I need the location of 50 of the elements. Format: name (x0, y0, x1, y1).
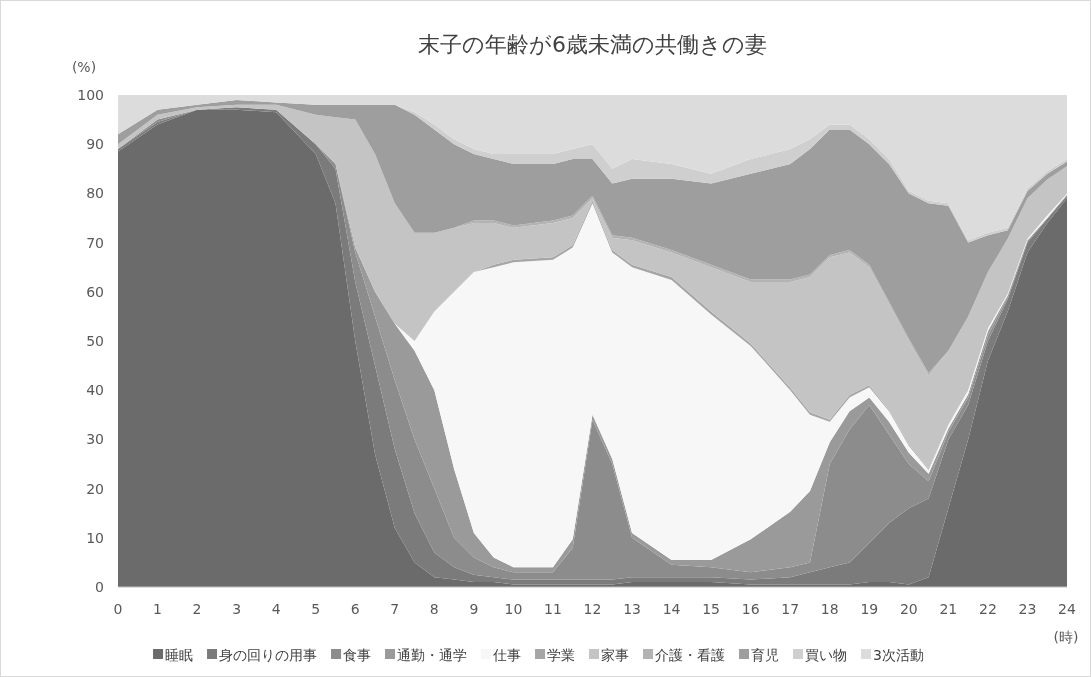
x-tick-label: 5 (311, 601, 321, 617)
x-tick-label: 0 (113, 601, 123, 617)
legend-label: 仕事 (492, 647, 522, 663)
x-tick-label: 7 (390, 601, 400, 617)
x-tick-label: 21 (939, 601, 958, 617)
x-tick-label: 2 (192, 601, 202, 617)
x-tick-label: 23 (1018, 601, 1037, 617)
x-tick-label: 4 (271, 601, 281, 617)
x-tick-label: 18 (820, 601, 839, 617)
legend-label: 睡眠 (165, 647, 194, 663)
legend-label: 通勤・通学 (397, 647, 468, 663)
x-tick-label: 16 (741, 601, 760, 617)
y-tick-label: 50 (86, 333, 104, 349)
x-tick-label: 12 (583, 601, 602, 617)
x-tick-label: 8 (429, 601, 439, 617)
x-tick-label: 13 (623, 601, 641, 617)
x-tick-label: 9 (469, 601, 479, 617)
y-axis-title: (%) (71, 59, 97, 75)
x-tick-label: 10 (504, 601, 523, 617)
x-tick-label: 15 (702, 601, 721, 617)
chart-title: 末子の年齢が6歳未満の共働きの妻 (418, 32, 767, 57)
y-tick-label: 0 (95, 579, 104, 595)
x-tick-label: 6 (350, 601, 360, 617)
y-tick-label: 60 (86, 283, 104, 300)
y-tick-label: 40 (86, 382, 104, 399)
x-tick-label: 14 (662, 601, 681, 617)
x-tick-label: 17 (781, 601, 800, 617)
x-axis-title: (時) (1053, 629, 1079, 645)
y-tick-label: 70 (86, 234, 104, 251)
legend-label: 食事 (343, 647, 372, 663)
legend-label: 身の回りの用事 (219, 647, 318, 663)
x-tick-label: 22 (979, 601, 997, 617)
legend-label: 家事 (601, 647, 630, 663)
legend-label: 介護・看護 (655, 647, 726, 663)
x-tick-label: 11 (544, 601, 562, 617)
y-tick-label: 20 (86, 480, 104, 497)
legend-label: 買い物 (805, 647, 848, 663)
y-tick-label: 90 (86, 136, 104, 153)
y-tick-label: 10 (86, 529, 104, 546)
x-tick-label: 1 (153, 601, 162, 617)
x-tick-label: 19 (860, 601, 879, 617)
x-tick-label: 20 (899, 601, 918, 617)
legend-label: 学業 (547, 647, 576, 663)
y-tick-label: 80 (86, 185, 104, 202)
y-tick-label: 100 (77, 87, 104, 103)
x-tick-label: 24 (1058, 601, 1076, 617)
y-tick-label: 30 (86, 431, 104, 448)
legend-label: 育児 (751, 647, 780, 663)
legend-label: 3次活動 (873, 647, 924, 663)
x-tick-label: 3 (232, 601, 242, 617)
